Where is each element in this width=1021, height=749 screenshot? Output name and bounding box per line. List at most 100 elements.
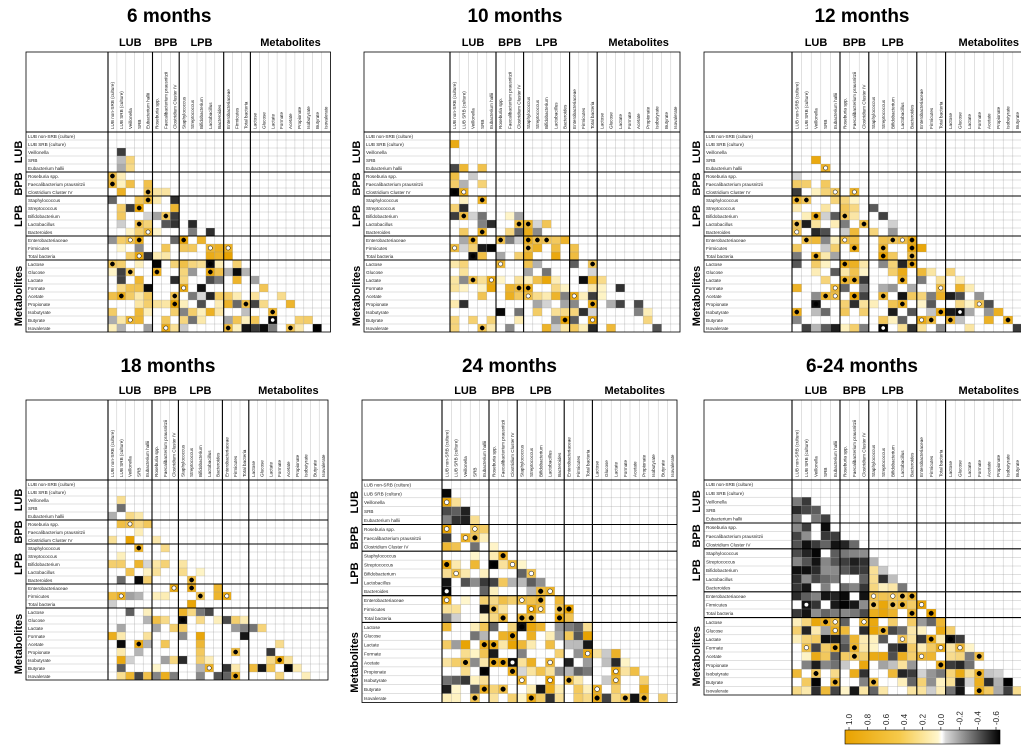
heatmap-cell xyxy=(984,316,994,324)
significance-dot xyxy=(481,642,487,648)
row-label: Total bacteria xyxy=(364,616,392,621)
heatmap-cell xyxy=(536,693,546,703)
column-label: Lactose xyxy=(948,112,953,129)
heatmap-cell xyxy=(542,276,552,284)
panel-title: 6-24 months xyxy=(806,356,918,377)
heatmap-cell xyxy=(108,236,117,244)
column-label: Total bacteria xyxy=(938,449,943,477)
heatmap-cell xyxy=(792,540,802,549)
row-label: Roseburia spp. xyxy=(706,174,737,179)
heatmap-cell xyxy=(878,236,888,244)
heatmap-cell xyxy=(926,308,936,316)
heatmap-cell xyxy=(205,276,215,284)
column-label: Acetate xyxy=(986,461,991,477)
heatmap-cell xyxy=(479,577,489,587)
heatmap-cell xyxy=(634,300,644,308)
heatmap-cell xyxy=(532,300,542,308)
heatmap-cell xyxy=(451,693,461,703)
heatmap-cell xyxy=(878,574,888,584)
column-label: LUB SRB (culture) xyxy=(454,439,459,477)
column-label: Roseburia spp. xyxy=(842,98,847,129)
heatmap-cell xyxy=(498,577,508,587)
column-label: Eubacterium hallii xyxy=(833,441,838,477)
row-label: Roseburia spp. xyxy=(28,174,59,179)
heatmap-cell xyxy=(542,268,552,276)
significance-dot xyxy=(919,317,924,323)
heatmap-cell xyxy=(517,569,527,578)
heatmap-cell xyxy=(945,660,956,670)
heatmap-cell xyxy=(542,292,552,300)
heatmap-cell xyxy=(840,557,850,566)
heatmap-cell xyxy=(820,566,831,575)
heatmap-cell xyxy=(588,292,598,300)
column-label: Bacteroides xyxy=(216,452,221,477)
heatmap-cell xyxy=(505,236,515,244)
significance-dot xyxy=(519,624,525,630)
row-label: Faecalibacterium prausnitzii xyxy=(364,536,421,541)
heatmap-cell xyxy=(801,634,812,644)
heatmap-cell xyxy=(152,228,162,236)
row-label: Eubacterium hallii xyxy=(706,517,742,522)
group-header: Metabolites xyxy=(959,385,1020,397)
heatmap-cell xyxy=(551,284,561,292)
column-label: Roseburia spp. xyxy=(491,446,496,477)
panel-title: 12 months xyxy=(814,6,909,27)
group-row-header: Metabolites xyxy=(13,614,25,675)
heatmap-cell xyxy=(907,292,917,300)
heatmap-cell xyxy=(507,693,518,703)
heatmap-cell xyxy=(583,666,593,676)
significance-dot xyxy=(172,301,178,307)
heatmap-cell xyxy=(611,684,621,694)
heatmap-cell xyxy=(161,252,171,260)
heatmap-cell xyxy=(554,622,565,632)
significance-dot xyxy=(871,602,877,608)
heatmap-cell xyxy=(840,204,850,212)
column-label: SRB xyxy=(823,120,828,129)
row-label: Isobutyrate xyxy=(28,310,51,315)
heatmap-cell xyxy=(588,268,598,276)
heatmap-cell xyxy=(615,284,625,292)
heatmap-cell xyxy=(820,591,831,601)
row-label: Enterobacteriaceae xyxy=(28,586,68,591)
heatmap-cell xyxy=(161,220,171,228)
heatmap-cell xyxy=(152,196,162,204)
heatmap-cell xyxy=(470,542,480,552)
group-row-header: BPB xyxy=(13,520,25,543)
heatmap-cell xyxy=(205,308,215,316)
heatmap-cell xyxy=(526,631,536,641)
heatmap-cell xyxy=(498,560,508,569)
heatmap-cell xyxy=(470,684,480,694)
significance-dot xyxy=(547,659,553,666)
row-label: LUB non-SRB (culture) xyxy=(28,482,75,487)
heatmap-cell xyxy=(888,643,898,652)
heatmap-cell xyxy=(888,574,898,584)
heatmap-cell xyxy=(460,666,471,676)
heatmap-cell xyxy=(840,324,850,332)
heatmap-cell xyxy=(916,643,927,652)
column-label: Clostridium Cluster IV xyxy=(172,84,177,129)
row-label: Lactobacillus xyxy=(366,222,393,227)
heatmap-cell xyxy=(470,577,480,587)
heatmap-cell xyxy=(926,677,936,687)
group-header: Metabolites xyxy=(608,37,669,49)
row-label: SRB xyxy=(706,158,715,163)
heatmap-cell xyxy=(792,557,802,566)
row-label: Butyrate xyxy=(28,318,46,323)
significance-dot xyxy=(813,301,819,307)
heatmap-cell xyxy=(801,626,812,635)
column-label: Bifidobacterium xyxy=(890,97,895,129)
group-header: Metabolites xyxy=(959,37,1020,49)
heatmap-cell xyxy=(266,648,276,656)
significance-dot xyxy=(535,237,540,243)
significance-dot xyxy=(472,535,478,541)
heatmap-cell xyxy=(134,284,144,292)
heatmap-cell xyxy=(592,649,602,658)
panel-title: 18 months xyxy=(120,356,215,377)
row-label: Bifidobacterium xyxy=(28,562,60,567)
row-label: Isovalerate xyxy=(28,674,51,679)
significance-dot xyxy=(794,229,800,235)
heatmap-cell xyxy=(888,268,898,276)
significance-dot xyxy=(842,237,848,243)
significance-dot xyxy=(880,628,886,633)
heatmap-cell xyxy=(489,684,499,694)
